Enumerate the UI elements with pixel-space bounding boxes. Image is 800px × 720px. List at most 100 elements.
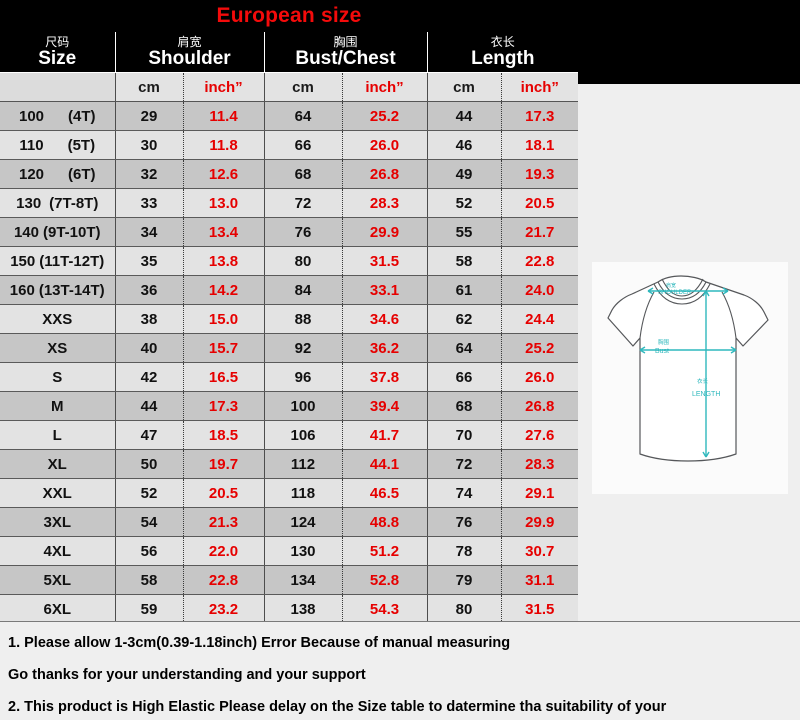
cell-length-cm: 76 [426,507,502,537]
size-number: 5XL [43,571,71,589]
cell-bust-cm: 100 [263,391,342,421]
table-row: 130 (7T-8T) 33 13.0 72 28.3 52 20.5 [0,188,579,218]
cell-shoulder-inch: 23.2 [182,594,264,624]
cell-bust-inch: 37.8 [341,362,428,392]
size-number: 150 [10,252,36,270]
cell-shoulder-cm: 58 [114,565,183,595]
size-number: 4XL [43,542,71,560]
cell-length-inch: 27.6 [500,420,579,450]
cell-shoulder-inch: 16.5 [182,362,264,392]
size-age-range: (9T-10T) [43,223,101,241]
diagram-bust-cn-label: 胸围 [658,338,670,346]
cell-shoulder-cm: 30 [114,130,183,160]
cell-length-cm: 79 [426,565,502,595]
cell-size: L [0,420,115,450]
cell-bust-cm: 66 [263,130,342,160]
cell-shoulder-inch: 13.8 [182,246,264,276]
cell-length-cm: 49 [426,159,502,189]
cell-bust-cm: 92 [263,333,342,363]
note-thanks: Go thanks for your understanding and you… [8,667,366,683]
cell-bust-cm: 106 [263,420,342,450]
table-row: XXS 38 15.0 88 34.6 62 24.4 [0,304,579,334]
page-title: European size [216,4,362,27]
size-label: L [0,427,115,444]
size-label: XL [0,456,115,473]
cell-size: XXL [0,478,115,508]
col-header-bust-en: Bust/Chest [295,48,396,69]
cell-length-inch: 19.3 [500,159,579,189]
cell-shoulder-cm: 29 [114,101,183,131]
size-label: S [0,369,115,386]
size-number: 120 [18,165,45,183]
cell-shoulder-inch: 11.8 [182,130,264,160]
unit-bust-cm: cm [263,72,342,102]
cell-size: 160 (13T-14T) [0,275,115,305]
cell-bust-inch: 26.8 [341,159,428,189]
cell-length-inch: 17.3 [500,101,579,131]
size-label: XS [0,340,115,357]
size-label: 150 (11T-12T) [0,253,115,270]
table-row: XS 40 15.7 92 36.2 64 25.2 [0,333,579,363]
cell-length-inch: 24.4 [500,304,579,334]
unit-shoulder-inch: inch” [182,72,264,102]
col-header-bust-cn: 胸围 [333,35,358,49]
cell-length-cm: 68 [426,391,502,421]
cell-bust-inch: 52.8 [341,565,428,595]
cell-bust-cm: 68 [263,159,342,189]
size-label: 6XL [0,601,115,618]
size-label: XXL [0,485,115,502]
cell-size: 110 (5T) [0,130,115,160]
cell-length-cm: 78 [426,536,502,566]
unit-bust-inch: inch” [341,72,428,102]
cell-length-inch: 29.9 [500,507,579,537]
size-label: 4XL [0,543,115,560]
cell-shoulder-cm: 40 [114,333,183,363]
size-number: 6XL [43,600,71,618]
size-number: XS [47,339,68,357]
cell-length-inch: 30.7 [500,536,579,566]
table-row: 110 (5T) 30 11.8 66 26.0 46 18.1 [0,130,579,160]
col-header-length-cn: 衣长 [490,35,515,49]
size-label: 140 (9T-10T) [0,224,115,241]
cell-length-inch: 24.0 [500,275,579,305]
cell-length-cm: 52 [426,188,502,218]
diagram-shoulder-en-label: SHOULDER [658,290,692,296]
table-row: 3XL 54 21.3 124 48.8 76 29.9 [0,507,579,537]
cell-bust-inch: 28.3 [341,188,428,218]
table-row: 100 (4T) 29 11.4 64 25.2 44 17.3 [0,101,579,131]
cell-shoulder-inch: 18.5 [182,420,264,450]
size-age-range: (5T) [67,136,96,154]
size-label: XXS [0,311,115,328]
col-header-size-en: Size [38,48,77,69]
size-label: 100 (4T) [0,108,115,125]
cell-bust-cm: 112 [263,449,342,479]
diagram-bust-en-label: Bust [655,348,669,355]
size-label: 3XL [0,514,115,531]
cell-length-inch: 21.7 [500,217,579,247]
size-label: 110 (5T) [0,137,115,154]
col-header-length-en: Length [471,48,535,69]
cell-bust-cm: 118 [263,478,342,508]
cell-shoulder-cm: 47 [114,420,183,450]
cell-bust-inch: 41.7 [341,420,428,450]
cell-length-cm: 72 [426,449,502,479]
cell-length-inch: 29.1 [500,478,579,508]
cell-length-inch: 31.1 [500,565,579,595]
cell-length-cm: 44 [426,101,502,131]
cell-shoulder-inch: 15.0 [182,304,264,334]
cell-size: 120 (6T) [0,159,115,189]
size-number: 100 [18,107,45,125]
diagram-shoulder-cn-label: 肩宽 [666,282,676,289]
cell-bust-inch: 46.5 [341,478,428,508]
cell-bust-inch: 48.8 [341,507,428,537]
cell-shoulder-cm: 54 [114,507,183,537]
size-age-range: (11T-12T) [39,252,105,270]
col-header-shoulder: 肩宽 Shoulder [115,32,265,73]
cell-length-cm: 55 [426,217,502,247]
cell-shoulder-inch: 22.8 [182,565,264,595]
size-label: 120 (6T) [0,166,115,183]
tshirt-measurement-diagram: 肩宽 SHOULDER 胸围 Bust 衣长 LENGTH [592,262,788,494]
table-row: 4XL 56 22.0 130 51.2 78 30.7 [0,536,579,566]
cell-shoulder-cm: 34 [114,217,183,247]
right-black-panel [578,0,800,84]
